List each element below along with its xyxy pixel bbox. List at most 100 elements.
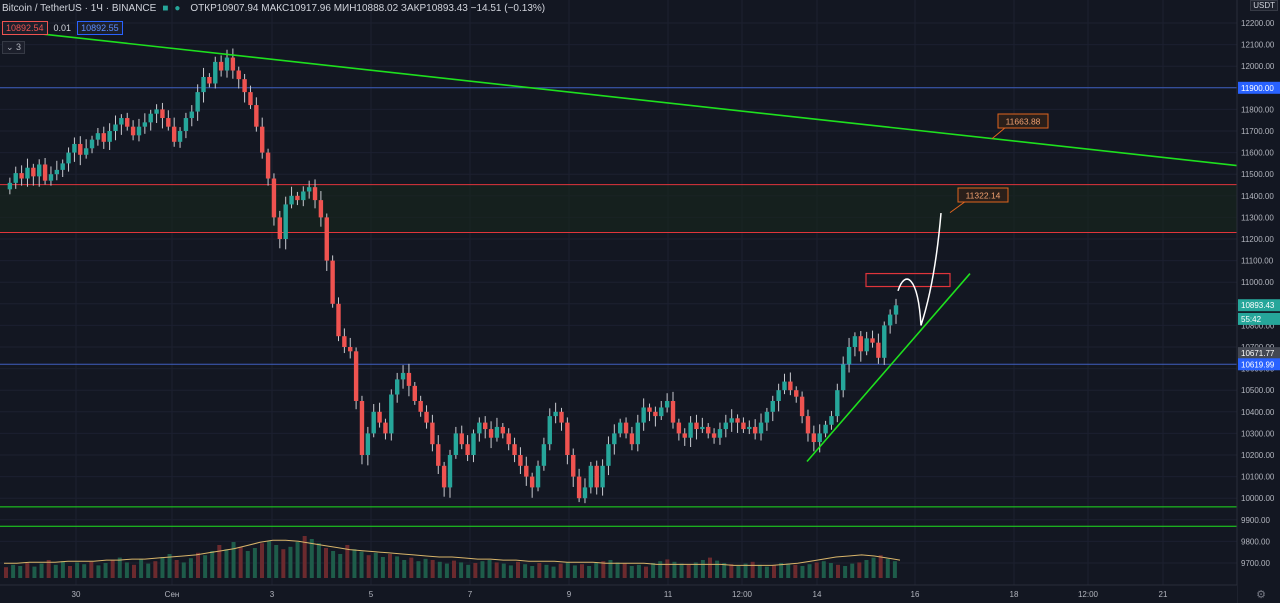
time-tick-label: Сен bbox=[165, 590, 180, 599]
candle-body bbox=[394, 379, 400, 395]
volume-bar bbox=[779, 563, 784, 578]
candle-body bbox=[535, 465, 541, 488]
price-label-box bbox=[1238, 358, 1280, 371]
gear-icon[interactable]: ⚙ bbox=[1256, 589, 1266, 601]
time-tick-label: 3 bbox=[270, 590, 275, 599]
volume-bar bbox=[423, 558, 428, 578]
candle-body bbox=[518, 455, 523, 466]
candle-body bbox=[758, 422, 764, 434]
indicators-toggle[interactable]: ⌄ 3 bbox=[2, 41, 26, 54]
price-tick-label: 10100.00 bbox=[1241, 473, 1275, 482]
volume-bar bbox=[793, 564, 798, 578]
candle-body bbox=[635, 422, 640, 445]
candle-body bbox=[752, 426, 758, 434]
volume-bar bbox=[750, 561, 755, 578]
volume-bar bbox=[68, 566, 72, 578]
axis-unit-label[interactable]: USDT bbox=[1250, 0, 1278, 11]
candle-body bbox=[48, 174, 54, 181]
volume-bar bbox=[53, 564, 58, 578]
price-tick-label: 10800.00 bbox=[1241, 321, 1275, 330]
price-tick-label: 9900.00 bbox=[1241, 516, 1270, 525]
price-tick-label: 11500.00 bbox=[1241, 170, 1274, 179]
price-tick-label: 12000.00 bbox=[1241, 62, 1275, 71]
candle-body bbox=[271, 178, 277, 218]
volume-bar bbox=[402, 560, 407, 578]
candle-body bbox=[42, 164, 48, 181]
volume-bar bbox=[345, 545, 350, 578]
candle-body bbox=[377, 411, 382, 423]
volume-bar bbox=[188, 558, 193, 578]
candle-body bbox=[201, 77, 206, 93]
candle-body bbox=[846, 347, 852, 365]
volume-bar bbox=[444, 563, 449, 578]
volume-bar bbox=[60, 561, 65, 578]
tag-icon[interactable]: ■ bbox=[162, 2, 169, 14]
volume-bar bbox=[217, 545, 222, 578]
volume-bar bbox=[558, 563, 563, 578]
volume-bar bbox=[757, 564, 762, 578]
price-tick-label: 11800.00 bbox=[1241, 105, 1274, 114]
callout-box bbox=[997, 113, 1049, 129]
candle-body bbox=[295, 195, 300, 201]
volume-bar bbox=[288, 546, 293, 578]
candle-body bbox=[306, 187, 312, 192]
target-box bbox=[865, 272, 951, 288]
volume-bar bbox=[828, 563, 833, 578]
candle-body bbox=[289, 195, 294, 205]
candle-body bbox=[342, 336, 347, 347]
volume-bar bbox=[331, 551, 336, 578]
ask-price-button[interactable]: 10892.55 bbox=[77, 21, 123, 35]
candle-body bbox=[207, 77, 212, 84]
volume-bar bbox=[466, 564, 471, 578]
volume-bar bbox=[309, 539, 314, 578]
candle-body bbox=[805, 416, 811, 434]
volume-bar bbox=[530, 566, 535, 578]
candle-body bbox=[60, 163, 65, 170]
projection-path bbox=[897, 213, 942, 326]
candle-body bbox=[741, 422, 746, 430]
bid-price-button[interactable]: 10892.54 bbox=[2, 21, 48, 35]
volume-bar bbox=[210, 551, 215, 578]
volume-bar bbox=[729, 564, 734, 578]
volume-bar bbox=[160, 557, 165, 578]
symbol-title[interactable]: Bitcoin / TetherUS · 1Ч · BINANCE bbox=[2, 2, 157, 14]
candle-body bbox=[641, 407, 646, 423]
time-tick-label: 12:00 bbox=[732, 590, 753, 599]
candle-body bbox=[371, 411, 376, 434]
price-tick-label: 11100.00 bbox=[1241, 257, 1274, 266]
candle-body bbox=[301, 191, 306, 201]
volume-bar bbox=[146, 563, 151, 578]
candle-body bbox=[248, 92, 253, 106]
volume-bar bbox=[75, 562, 80, 578]
volume-bar bbox=[231, 542, 236, 578]
candle-body bbox=[7, 182, 13, 190]
volume-bar bbox=[96, 565, 101, 578]
candle-body bbox=[700, 426, 705, 430]
candle-body bbox=[107, 131, 112, 142]
volume-bar bbox=[857, 562, 862, 578]
price-label-text: 10619.99 bbox=[1241, 360, 1275, 369]
candle-body bbox=[430, 422, 435, 445]
volume-bar bbox=[416, 561, 421, 578]
price-label-box bbox=[1238, 347, 1280, 360]
volume-bar bbox=[501, 563, 506, 578]
candle-body bbox=[770, 401, 775, 412]
candle-body bbox=[506, 433, 511, 445]
volume-bar bbox=[388, 554, 392, 578]
candle-body bbox=[130, 126, 136, 136]
volume-bar bbox=[672, 561, 677, 578]
resistance-zone bbox=[0, 184, 1237, 233]
volume-bar bbox=[871, 557, 876, 578]
candle-body bbox=[782, 381, 787, 391]
candle-body bbox=[606, 444, 611, 466]
candle-body bbox=[565, 422, 570, 455]
volume-bar bbox=[836, 564, 840, 578]
candle-body bbox=[794, 390, 799, 397]
candle-body bbox=[189, 111, 194, 119]
price-tick-label: 11000.00 bbox=[1241, 278, 1274, 287]
candle-body bbox=[389, 394, 394, 434]
candle-body bbox=[283, 204, 288, 239]
volume-bar bbox=[338, 554, 343, 578]
time-tick-label: 16 bbox=[911, 590, 920, 599]
